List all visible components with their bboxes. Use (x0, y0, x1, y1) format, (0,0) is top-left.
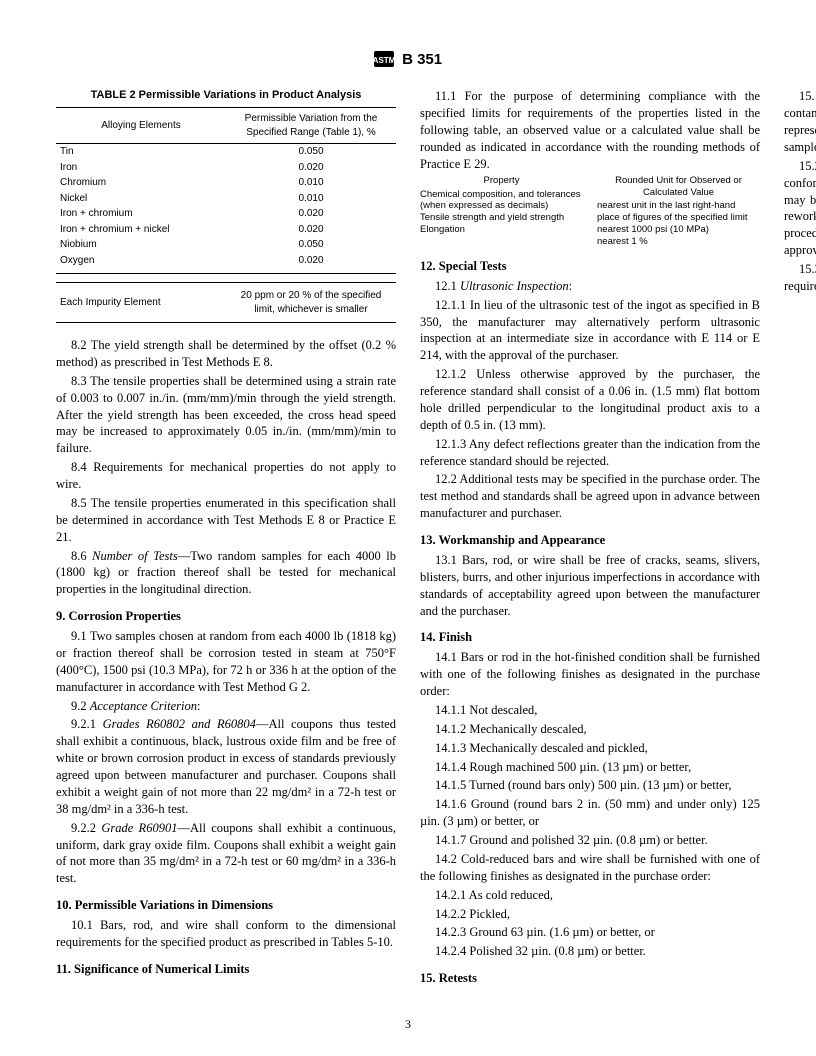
para-14-1-2: 14.1.2 Mechanically descaled, (420, 721, 760, 738)
table2-footer-row: Each Impurity Element 20 ppm or 20 % of … (56, 283, 396, 323)
table-row: Iron + chromium0.020 (56, 206, 396, 222)
para-9-2-1: 9.2.1 Grades R60802 and R60804—All coupo… (56, 716, 396, 817)
astm-logo-icon: ASTM (374, 51, 394, 67)
para-14-2-1: 14.2.1 As cold reduced, (420, 887, 760, 904)
para-15-3: 15.3 If the result of any test does not … (784, 261, 816, 295)
section-12-title: 12. Special Tests (420, 258, 760, 275)
para-14-1-1: 14.1.1 Not descaled, (420, 702, 760, 719)
para-14-1-5: 14.1.5 Turned (round bars only) 500 µin.… (420, 777, 760, 794)
para-11-1: 11.1 For the purpose of determining comp… (420, 88, 760, 172)
para-14-1-4: 14.1.4 Rough machined 500 µin. (13 µm) o… (420, 759, 760, 776)
para-8-2: 8.2 The yield strength shall be determin… (56, 337, 396, 371)
standard-number: B 351 (402, 51, 442, 68)
table-row: Tin0.050 (56, 144, 396, 160)
page-number: 3 (0, 1016, 816, 1032)
table-row: Iron + chromium + nickel0.020 (56, 222, 396, 238)
para-14-1: 14.1 Bars or rod in the hot-finished con… (420, 649, 760, 700)
para-12-1-1: 12.1.1 In lieu of the ultrasonic test of… (420, 297, 760, 365)
para-14-1-3: 14.1.3 Mechanically descaled and pickled… (420, 740, 760, 757)
two-column-body: TABLE 2 Permissible Variations in Produc… (56, 88, 760, 998)
para-15-1: 15.1 If any sample or specimen exhibits … (784, 88, 816, 156)
section-11-title: 11. Significance of Numerical Limits (56, 961, 396, 978)
para-8-3: 8.3 The tensile properties shall be dete… (56, 373, 396, 457)
para-14-2: 14.2 Cold-reduced bars and wire shall be… (420, 851, 760, 885)
para-12-1: 12.1 Ultrasonic Inspection: (420, 278, 760, 295)
table-row: Niobium0.050 (56, 237, 396, 253)
para-14-1-7: 14.1.7 Ground and polished 32 µin. (0.8 … (420, 832, 760, 849)
section-9-title: 9. Corrosion Properties (56, 608, 396, 625)
section-15-title: 15. Retests (420, 970, 760, 987)
para-12-1-2: 12.1.2 Unless otherwise approved by the … (420, 366, 760, 434)
section-13-title: 13. Workmanship and Appearance (420, 532, 760, 549)
para-9-1: 9.1 Two samples chosen at random from ea… (56, 628, 396, 696)
para-12-2: 12.2 Additional tests may be specified i… (420, 471, 760, 522)
para-12-1-3: 12.1.3 Any defect reflections greater th… (420, 436, 760, 470)
rounding-table: Property Chemical composition, and toler… (420, 175, 760, 248)
para-8-4: 8.4 Requirements for mechanical properti… (56, 459, 396, 493)
table2: Alloying Elements Permissible Variation … (56, 107, 396, 323)
standard-header: ASTM B 351 (56, 50, 760, 70)
table-row: Oxygen0.020 (56, 253, 396, 274)
svg-text:ASTM: ASTM (374, 56, 394, 65)
table-row: Nickel0.010 (56, 191, 396, 207)
para-14-2-3: 14.2.3 Ground 63 µin. (1.6 µm) or better… (420, 924, 760, 941)
table2-head-right: Permissible Variation from the Specified… (226, 108, 396, 144)
table2-head-left: Alloying Elements (56, 108, 226, 144)
para-14-1-6: 14.1.6 Ground (round bars 2 in. (50 mm) … (420, 796, 760, 830)
para-9-2-2: 9.2.2 Grade R60901—All coupons shall exh… (56, 820, 396, 888)
para-14-2-4: 14.2.4 Polished 32 µin. (0.8 µm) or bett… (420, 943, 760, 960)
para-8-6: 8.6 Number of Tests—Two random samples f… (56, 548, 396, 599)
table-row: Chromium0.010 (56, 175, 396, 191)
table2-title: TABLE 2 Permissible Variations in Produc… (56, 88, 396, 103)
para-8-5: 8.5 The tensile properties enumerated in… (56, 495, 396, 546)
para-9-2: 9.2 Acceptance Criterion: (56, 698, 396, 715)
para-15-2: 15.2 If the results of the inspection of… (784, 158, 816, 259)
table-row: Iron0.020 (56, 160, 396, 176)
para-14-2-2: 14.2.2 Pickled, (420, 906, 760, 923)
section-10-title: 10. Permissible Variations in Dimensions (56, 897, 396, 914)
para-13-1: 13.1 Bars, rod, or wire shall be free of… (420, 552, 760, 620)
section-14-title: 14. Finish (420, 629, 760, 646)
para-10-1: 10.1 Bars, rod, and wire shall conform t… (56, 917, 396, 951)
